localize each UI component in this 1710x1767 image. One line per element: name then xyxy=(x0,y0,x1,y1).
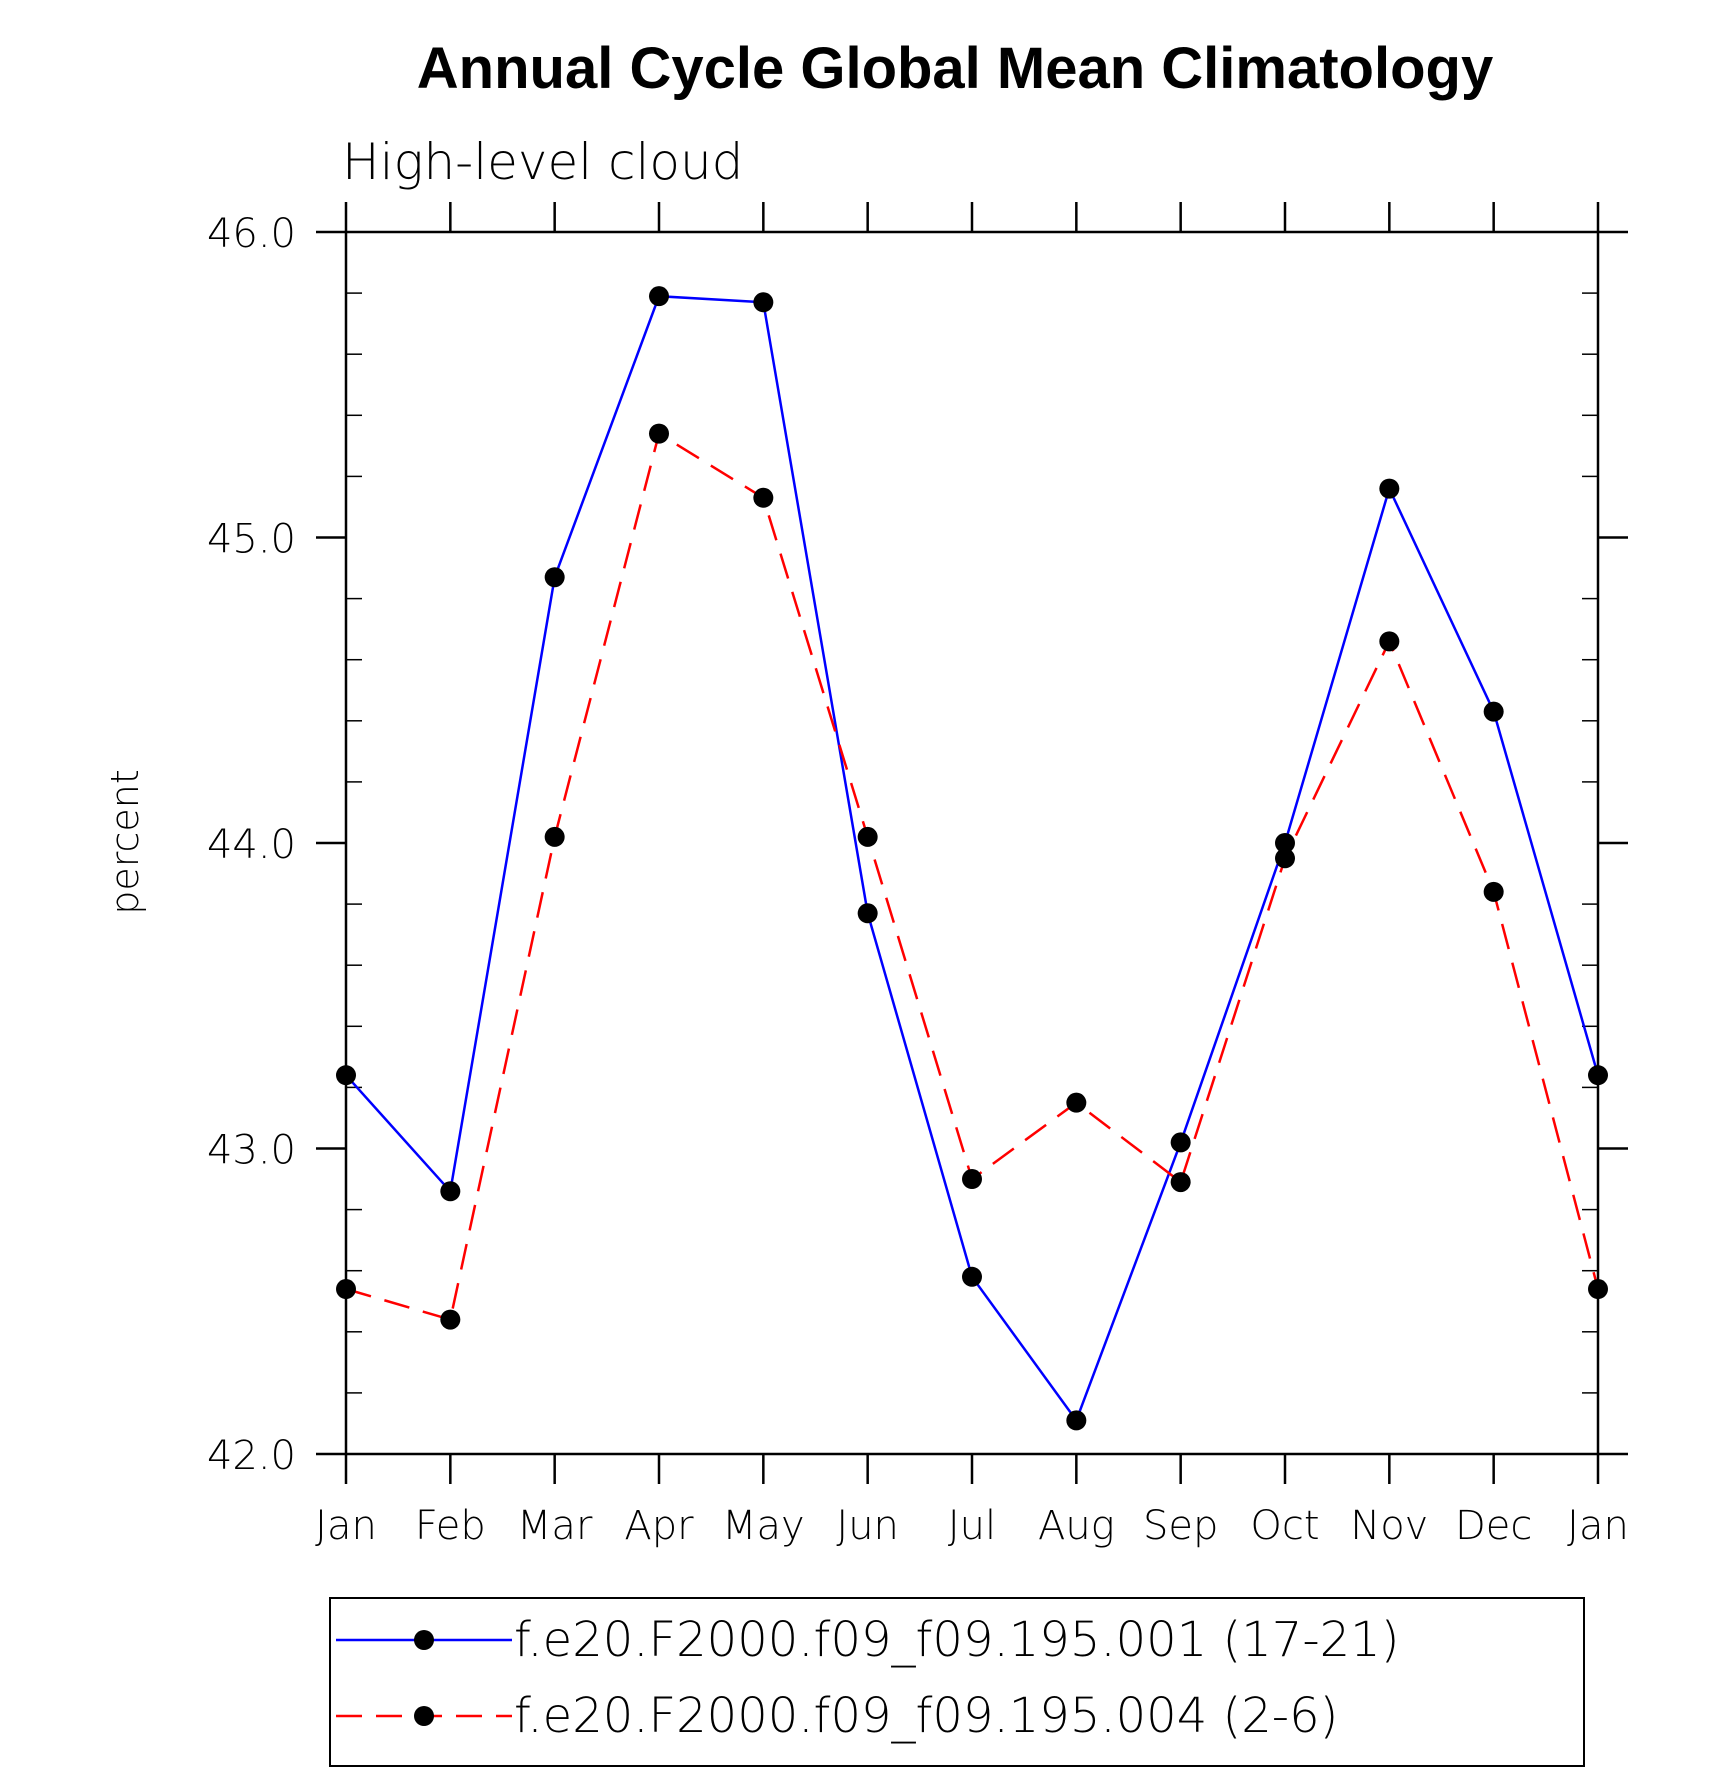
data-point-series-2 xyxy=(1066,1092,1087,1113)
series-lines xyxy=(345,294,1600,1424)
y-tick-label: 42.0 xyxy=(207,1433,296,1479)
data-point-series-2 xyxy=(1379,631,1400,652)
data-point-series-2 xyxy=(1588,1279,1608,1300)
data-point-series-2 xyxy=(544,826,565,847)
x-tick-label: Jun xyxy=(836,1503,899,1549)
chart-subtitle: High-level cloud xyxy=(342,133,743,191)
data-point-series-2 xyxy=(649,423,669,444)
axes: Jan Feb Mar Apr May Jun Jul Aug Sep Oct Nov Dec Jan 4… xyxy=(207,202,1629,1549)
chart-title: Annual Cycle Global Mean Climatology xyxy=(417,36,1493,101)
x-tick-label: Mar xyxy=(517,1503,593,1549)
legend-marker-series-1 xyxy=(414,1630,434,1650)
x-tick-label: Aug xyxy=(1038,1503,1115,1549)
y-axis-label: percent xyxy=(103,769,147,915)
data-point-series-1 xyxy=(336,1065,356,1086)
legend-label-series-1: f.e20.F2000.f09_f09.195.001 (17-21) xyxy=(514,1612,1399,1668)
data-point-series-2 xyxy=(857,826,878,847)
data-point-series-2 xyxy=(1483,881,1504,902)
data-point-series-2 xyxy=(962,1169,982,1190)
data-point-series-1 xyxy=(440,1181,461,1202)
data-point-series-2 xyxy=(440,1309,461,1330)
data-point-series-1 xyxy=(1483,701,1504,722)
data-point-series-1 xyxy=(753,292,774,313)
x-tick-label: May xyxy=(722,1503,805,1549)
x-tick-label: Dec xyxy=(1455,1503,1532,1549)
data-point-series-1 xyxy=(1275,833,1295,853)
x-tick-label: Feb xyxy=(415,1503,486,1549)
x-tick-label: Jul xyxy=(948,1503,996,1549)
data-point-series-2 xyxy=(336,1279,356,1300)
x-tick-label: Nov xyxy=(1350,1503,1428,1549)
legend-box xyxy=(329,1597,1585,1767)
y-tick-label: 43.0 xyxy=(207,1128,296,1174)
y-tick-label: 45.0 xyxy=(207,517,296,563)
data-point-series-1 xyxy=(962,1266,982,1287)
x-tick-label: Apr xyxy=(624,1503,694,1549)
x-tick-label: Sep xyxy=(1143,1503,1218,1549)
data-point-series-1 xyxy=(1170,1132,1191,1153)
data-point-series-2 xyxy=(1170,1172,1191,1193)
data-point-series-1 xyxy=(544,567,565,588)
series-line-1 xyxy=(345,294,1600,1424)
x-tick-label: Jan xyxy=(315,1503,377,1549)
legend-marker-series-2 xyxy=(414,1706,434,1726)
data-point-series-1 xyxy=(1066,1410,1087,1431)
legend: f.e20.F2000.f09_f09.195.001 (17-21) f.e2… xyxy=(329,1597,1585,1767)
x-tick-label: Oct xyxy=(1250,1503,1319,1549)
data-point-series-1 xyxy=(857,903,878,924)
data-point-series-1 xyxy=(1379,478,1400,499)
y-tick-label: 44.0 xyxy=(207,822,296,868)
x-tick-label: Jan xyxy=(1567,1503,1629,1549)
data-point-series-2 xyxy=(753,487,774,508)
data-point-series-1 xyxy=(1588,1065,1608,1086)
data-point-series-2 xyxy=(1275,848,1295,869)
legend-label-series-2: f.e20.F2000.f09_f09.195.004 (2-6) xyxy=(514,1688,1338,1744)
y-tick-label: 46.0 xyxy=(207,211,296,257)
data-point-series-1 xyxy=(649,286,669,307)
data-points xyxy=(336,286,1608,1431)
